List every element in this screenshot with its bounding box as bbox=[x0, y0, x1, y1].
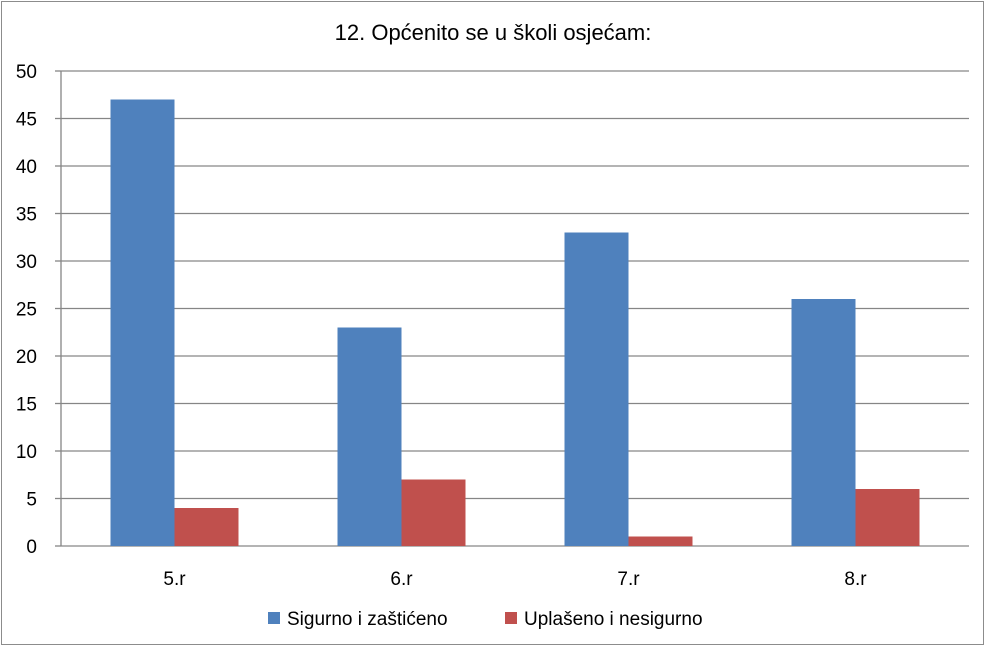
y-tick-label: 30 bbox=[16, 252, 37, 273]
x-tick-label: 6.r bbox=[390, 569, 413, 590]
y-tick-label: 50 bbox=[16, 62, 37, 83]
x-tick-label: 5.r bbox=[163, 569, 186, 590]
x-tick-label: 8.r bbox=[844, 569, 867, 590]
y-tick-labels: 0 5 10 15 20 25 30 35 40 45 50 bbox=[16, 62, 37, 558]
x-tick-labels: 5.r 6.r 7.r 8.r bbox=[163, 569, 867, 590]
bar bbox=[565, 233, 629, 547]
bar bbox=[175, 508, 239, 546]
bar bbox=[792, 299, 856, 546]
y-tick-label: 5 bbox=[26, 490, 37, 511]
y-tick-label: 25 bbox=[16, 300, 37, 321]
bar bbox=[629, 537, 693, 547]
bar bbox=[338, 328, 402, 547]
bar bbox=[111, 100, 175, 547]
y-tick-label: 45 bbox=[16, 110, 37, 131]
y-tick-label: 35 bbox=[16, 205, 37, 226]
legend-label: Sigurno i zaštićeno bbox=[287, 609, 448, 630]
x-tick-label: 7.r bbox=[617, 569, 640, 590]
y-tick-label: 20 bbox=[16, 347, 37, 368]
legend-swatch bbox=[505, 612, 517, 624]
y-tick-label: 10 bbox=[16, 442, 37, 463]
y-tick-label: 40 bbox=[16, 157, 37, 178]
legend-label: Uplašeno i nesigurno bbox=[524, 609, 703, 630]
y-tick-label: 0 bbox=[26, 537, 37, 558]
legend: Sigurno i zaštićeno Uplašeno i nesigurno bbox=[268, 609, 703, 630]
legend-swatch bbox=[268, 612, 280, 624]
y-tick-label: 15 bbox=[16, 395, 37, 416]
chart-title: 12. Općenito se u školi osjećam: bbox=[335, 20, 652, 45]
bar bbox=[402, 480, 466, 547]
bar bbox=[856, 489, 920, 546]
